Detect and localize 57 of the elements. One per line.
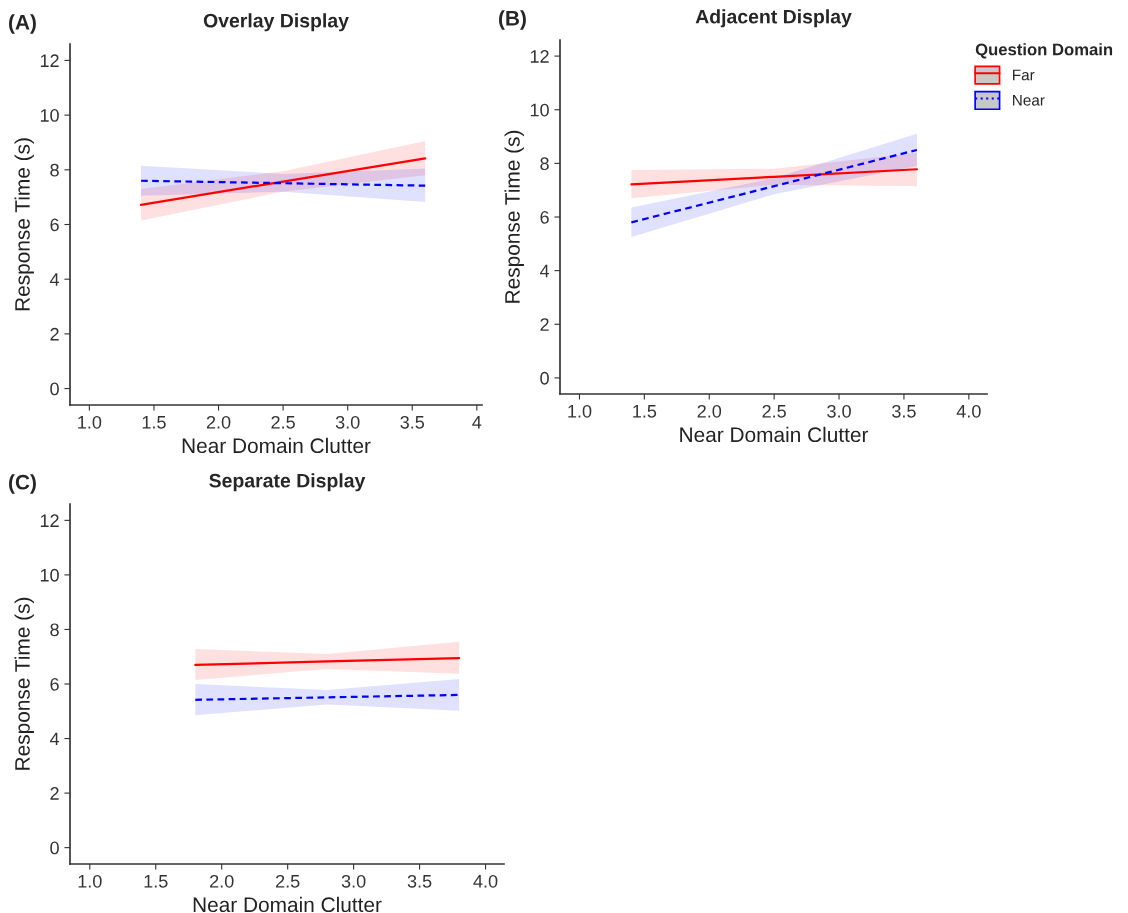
text: (B) (499, 10, 526, 30)
x-tick-label: 1.5 (144, 875, 168, 888)
x-tick-label: 3.0 (341, 874, 366, 888)
y-tick-label: 0 (50, 382, 59, 396)
y-tick-label: 8 (50, 163, 59, 177)
y-tick-label: 8 (540, 157, 549, 171)
x-tick-label: 2.0 (206, 415, 231, 429)
chart-title: Adjacent Display (695, 9, 852, 28)
y-tick-label: 0 (540, 371, 549, 385)
x-tick-label: 2.5 (762, 404, 786, 418)
legend-label: Near (1013, 94, 1045, 106)
x-tick-label: 4 (472, 416, 482, 429)
chart-title: Separate Display (209, 473, 366, 492)
legend-label: Far (1013, 69, 1035, 81)
y-tick-label: 12 (40, 514, 59, 527)
text: (C) (9, 474, 36, 494)
x-tick-label: 3.5 (407, 874, 432, 888)
y-tick-label: 6 (50, 218, 59, 232)
x-tick-label: 3.0 (335, 415, 360, 429)
x-axis-title: Near Domain Clutter (680, 426, 869, 443)
x-tick-label: 4.0 (956, 404, 981, 418)
x-tick-label: 1.0 (78, 415, 102, 429)
y-tick-label: 4 (49, 732, 60, 746)
y-tick-label: 2 (540, 318, 549, 331)
y-tick-label: 12 (530, 50, 549, 63)
x-tick-label: 3.0 (827, 404, 851, 418)
x-tick-label: 1.5 (142, 416, 166, 429)
y-tick-label: 10 (530, 103, 549, 117)
y-tick-label: 10 (40, 109, 59, 122)
y-axis-title: Response Time (s) (504, 130, 524, 303)
y-tick-label: 0 (50, 841, 59, 855)
x-tick-label: 1.0 (78, 874, 102, 888)
legend-title: Question Domain (975, 43, 1113, 59)
x-tick-label: 2.0 (210, 874, 234, 888)
x-axis-title: Near Domain Clutter (193, 896, 382, 913)
x-tick-label: 3.5 (892, 404, 916, 418)
x-tick-label: 3.5 (400, 415, 425, 429)
y-axis-title: Response Time (s) (14, 597, 34, 770)
x-tick-label: 2.0 (697, 404, 722, 418)
x-tick-label: 1.0 (568, 404, 592, 418)
chart-title: Overlay Display (203, 13, 349, 32)
y-tick-label: 12 (40, 54, 59, 67)
y-tick-label: 6 (540, 210, 549, 224)
y-tick-label: 2 (50, 327, 59, 341)
x-axis-title: Near Domain Clutter (182, 437, 371, 454)
text: (A) (9, 14, 36, 34)
y-tick-label: 4 (539, 264, 550, 278)
y-tick-label: 6 (50, 677, 59, 691)
y-tick-label: 8 (50, 623, 59, 637)
y-tick-label: 2 (50, 787, 59, 800)
x-tick-label: 2.5 (271, 415, 295, 429)
y-axis-title: Response Time (s) (14, 138, 34, 311)
y-tick-label: 4 (49, 273, 60, 286)
x-tick-label: 1.5 (633, 405, 657, 418)
y-tick-label: 10 (40, 568, 59, 582)
x-tick-label: 2.5 (276, 874, 300, 888)
x-tick-label: 4.0 (473, 874, 498, 888)
